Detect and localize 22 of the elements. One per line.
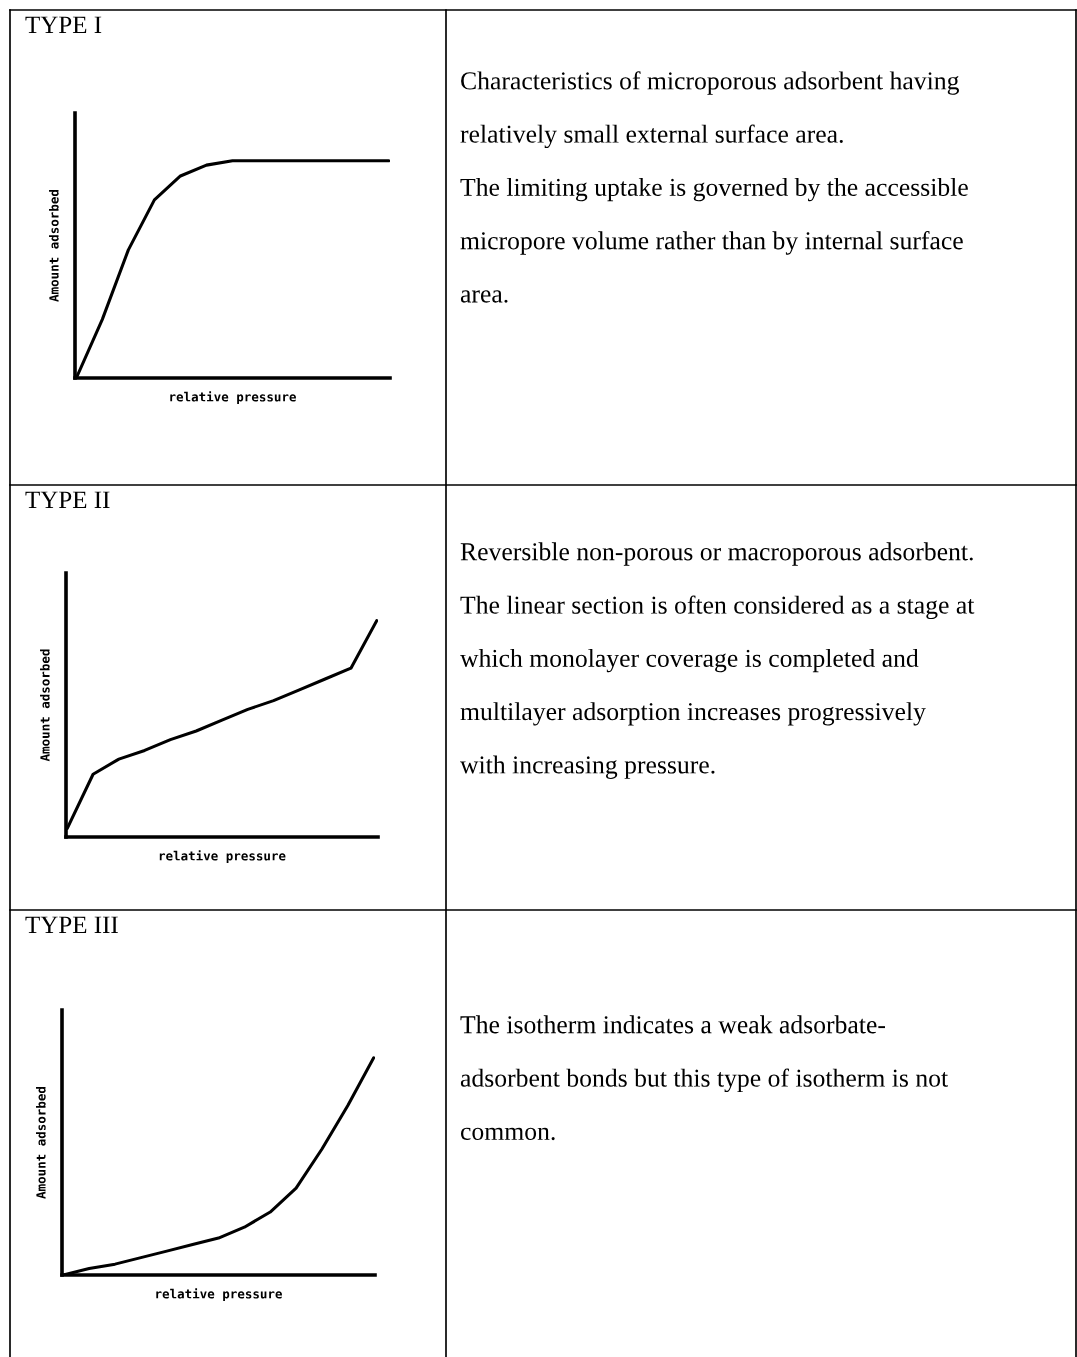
text: Characteristics of microporous adsorbent having [461, 71, 959, 95]
text: Reversible non-porous or macroporous adsorbent. [460, 542, 973, 566]
text: adsorbent bonds but this type of isotherm is not [460, 1068, 949, 1093]
chart-title: TYPE III [25, 916, 118, 934]
x-axis-title: relative pressure [156, 1288, 282, 1301]
y-axis-title: Amount adsorbed [49, 189, 59, 302]
text: micropore volume rather than by internal surface [460, 231, 963, 255]
text: The isotherm indicates a weak adsorbate- [460, 1015, 885, 1034]
text: multilayer adsorption increases progressively [460, 702, 926, 726]
text: common. [460, 1127, 555, 1141]
text: which monolayer coverage is completed and [460, 648, 919, 673]
text: relatively small external surface area. [460, 124, 843, 149]
chart-title: TYPE II [25, 491, 110, 509]
y-axis-title: Amount adsorbed [40, 649, 50, 762]
x-axis-title: relative pressure [170, 391, 296, 404]
chart-title: TYPE I [25, 16, 102, 34]
text: with increasing pressure. [460, 755, 715, 779]
text: The linear section is often considered as a stage at [460, 595, 975, 620]
x-axis-title: relative pressure [159, 850, 286, 863]
text: area. [460, 290, 508, 303]
y-axis-title: Amount adsorbed [36, 1086, 46, 1199]
text: The limiting uptake is governed by the accessible [460, 177, 968, 202]
